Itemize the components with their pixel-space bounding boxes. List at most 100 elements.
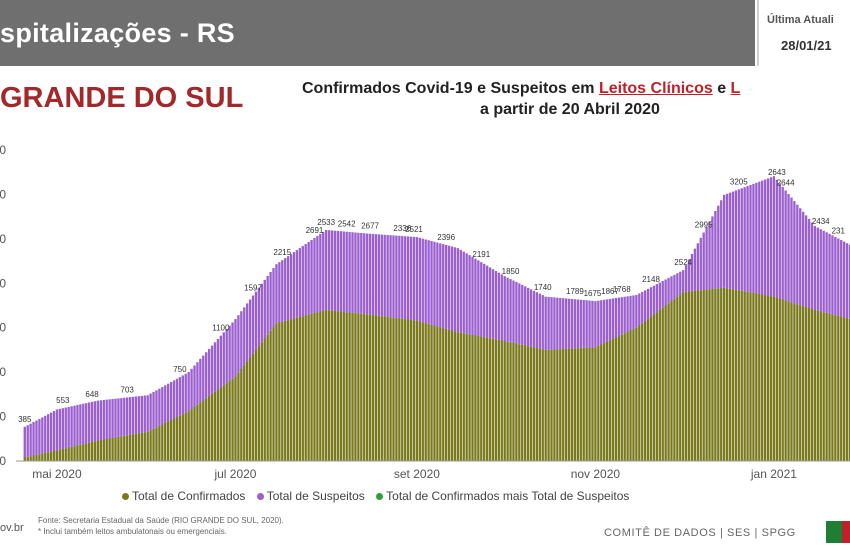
suspected-bar (418, 237, 422, 322)
suspected-bar (676, 273, 679, 297)
y-tick-label: 0 (0, 187, 6, 201)
legend-item-total[interactable]: Total de Confirmados mais Total de Suspe… (376, 489, 633, 503)
chart-title-link-clinical[interactable]: Leitos Clínicos (598, 80, 713, 97)
suspected-bar (503, 276, 506, 342)
suspected-bar (398, 235, 401, 319)
confirmed-bar (272, 327, 275, 461)
suspected-bar (848, 244, 850, 319)
suspected-bar (436, 242, 439, 327)
suspected-bar (207, 348, 211, 397)
suspected-bar (588, 300, 591, 348)
data-label: 2542 (338, 220, 356, 229)
suspected-bar (684, 264, 688, 292)
suspected-bar (474, 258, 477, 336)
x-tick-label: jul 2020 (213, 467, 256, 481)
confirmed-bar (310, 313, 313, 461)
flag-red (842, 521, 850, 543)
confirmed-bar (611, 338, 615, 461)
suspected-bar (93, 401, 97, 442)
confirmed-bar (848, 318, 850, 461)
confirmed-bar (813, 309, 817, 461)
suspected-bar (649, 287, 653, 317)
confirmed-bar (187, 411, 190, 461)
legend-item-suspected[interactable]: Total de Suspeitos (256, 489, 369, 503)
suspected-bar (67, 406, 70, 448)
data-label: 231 (832, 227, 846, 236)
suspected-bar (164, 385, 167, 423)
suspected-bar (655, 284, 659, 313)
suspected-bar (614, 298, 618, 338)
confirmed-bar (450, 330, 454, 461)
confirmed-bar (538, 348, 541, 461)
legend-label-suspected: Total de Suspeitos (266, 489, 365, 503)
suspected-bar (345, 231, 348, 313)
confirmed-bar (717, 288, 720, 461)
confirmed-bar (793, 303, 796, 461)
x-tick-label: set 2020 (394, 467, 440, 481)
data-label: 3205 (730, 177, 748, 186)
confirmed-bar (67, 447, 70, 461)
x-tick-label: nov 2020 (571, 467, 621, 481)
suspected-bar (178, 377, 182, 416)
suspected-bar (708, 221, 711, 290)
confirmed-bar (439, 327, 442, 461)
confirmed-bar (796, 304, 799, 461)
suspected-bar (310, 240, 313, 314)
suspected-bar (85, 403, 88, 444)
confirmed-bar (524, 345, 527, 461)
confirmed-bar (503, 341, 506, 461)
confirmed-bar (670, 301, 673, 461)
suspected-bar (722, 194, 726, 288)
suspected-bar (322, 231, 325, 311)
confirmed-bar (585, 347, 588, 461)
data-label: 2336 (393, 224, 411, 233)
confirmed-bar (55, 450, 59, 461)
confirmed-bar (799, 305, 802, 461)
suspected-bar (263, 279, 266, 339)
chart-title-link-icu[interactable]: L (730, 80, 741, 97)
confirmed-bar (23, 457, 26, 461)
suspected-bar (424, 239, 427, 324)
confirmed-bar (117, 436, 120, 461)
footer-site[interactable]: ov.br (0, 522, 24, 534)
confirmed-bar (544, 349, 547, 461)
confirmed-bar (222, 385, 225, 461)
suspected-bar (243, 307, 246, 366)
confirmed-bar (114, 437, 117, 461)
suspected-bar (421, 238, 424, 323)
suspected-bar (781, 186, 784, 300)
confirmed-bar (453, 331, 457, 461)
confirmed-bar (202, 400, 205, 461)
confirmed-bar (307, 314, 310, 461)
confirmed-bar (281, 321, 284, 461)
suspected-bar (120, 398, 123, 437)
suspected-bar (711, 216, 714, 289)
suspected-bar (406, 236, 410, 320)
confirmed-bar (240, 368, 243, 461)
suspected-bar (699, 237, 702, 291)
suspected-bar (535, 292, 539, 349)
confirmed-bar (711, 288, 714, 461)
suspected-bar (401, 236, 404, 319)
suspected-bar (336, 230, 340, 312)
confirmed-bar (632, 329, 635, 461)
suspected-bar (626, 296, 629, 332)
confirmed-bar (278, 322, 281, 461)
confirmed-bar (85, 443, 88, 461)
suspected-bar (166, 383, 170, 422)
y-axis: 0 0 0 0 0 0 0 0 (0, 143, 6, 468)
suspected-bar (99, 400, 103, 441)
suspected-bar (538, 293, 541, 349)
page-title: spitalizações - RS (0, 18, 235, 48)
region-title: GRANDE DO SUL (0, 82, 244, 114)
confirmed-bar (518, 344, 521, 461)
legend-item-confirmed[interactable]: Total de Confirmados (122, 489, 249, 503)
confirmed-bar (357, 313, 360, 461)
suspected-bar (360, 233, 363, 314)
confirmed-bar (105, 438, 108, 461)
confirmed-bar (234, 376, 237, 461)
confirmed-bar (325, 309, 328, 461)
confirmed-bar (605, 341, 609, 461)
confirmed-bar (289, 319, 293, 461)
